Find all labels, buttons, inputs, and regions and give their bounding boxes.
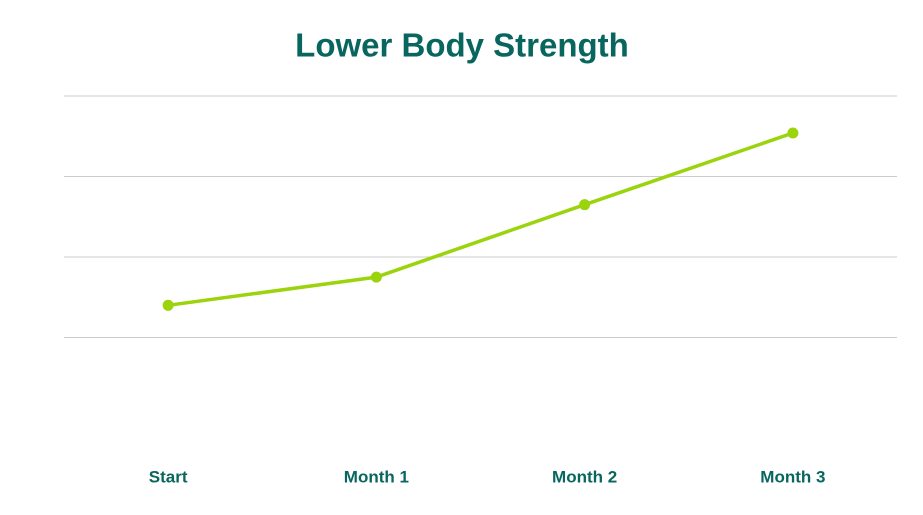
point	[370, 271, 382, 283]
x-tick-label: Start	[149, 467, 188, 486]
chart-title: Lower Body Strength	[295, 27, 629, 64]
x-tick-label: Month 3	[760, 467, 825, 486]
point	[162, 299, 174, 311]
point	[579, 199, 591, 211]
line	[167, 131, 794, 308]
x-tick-label: Month 2	[552, 467, 617, 486]
x-tick-label: Month 1	[344, 467, 409, 486]
point	[787, 127, 799, 139]
